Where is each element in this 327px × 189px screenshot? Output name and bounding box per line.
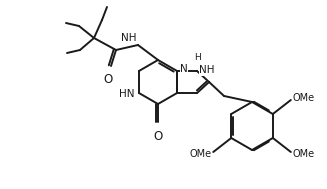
Text: N: N: [180, 64, 188, 74]
Text: HN: HN: [119, 89, 135, 99]
Text: OMe: OMe: [293, 149, 315, 159]
Text: OMe: OMe: [189, 149, 211, 159]
Text: NH: NH: [121, 33, 136, 43]
Text: O: O: [153, 130, 163, 143]
Text: H: H: [194, 53, 200, 62]
Text: OMe: OMe: [293, 93, 315, 103]
Text: O: O: [103, 73, 112, 86]
Text: NH: NH: [199, 65, 215, 75]
